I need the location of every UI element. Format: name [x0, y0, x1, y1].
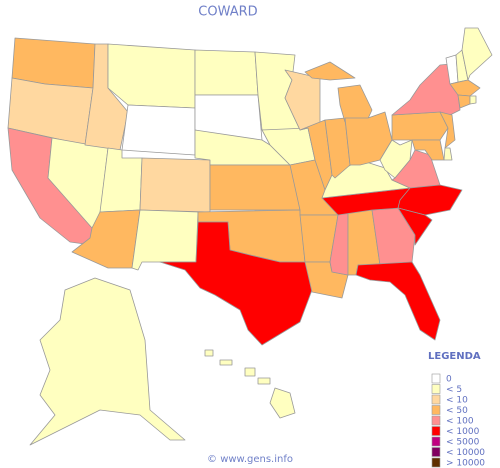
- state: [139, 157, 211, 213]
- legend-swatch: [431, 457, 441, 468]
- legend: 0< 5< 10< 50< 100< 1000< 5000< 10000> 10…: [431, 373, 485, 468]
- state: [391, 111, 449, 141]
- legend-swatch: [431, 415, 441, 426]
- map-title: COWARD: [198, 5, 257, 20]
- legend-label: < 1000: [446, 427, 480, 437]
- legend-swatch: [431, 436, 441, 447]
- state: [411, 139, 445, 161]
- legend-swatch: [431, 426, 441, 436]
- legend-label: 0: [446, 375, 452, 385]
- state: [449, 79, 481, 97]
- state: [379, 139, 413, 179]
- state: [461, 27, 493, 81]
- footer: © www.gens.info: [207, 454, 293, 465]
- state: [204, 349, 296, 419]
- state: [397, 184, 463, 216]
- legend-title: LEGENDA: [428, 351, 481, 362]
- legend-label: > 10000: [446, 459, 485, 468]
- state: [131, 209, 199, 271]
- legend-label: < 50: [446, 406, 468, 416]
- legend-label: < 5: [446, 385, 462, 395]
- state: [439, 111, 456, 149]
- legend-swatch: [431, 447, 441, 457]
- legend-label: < 10000: [446, 448, 485, 458]
- state: [457, 94, 471, 109]
- legend-swatch: [431, 384, 441, 394]
- state: [194, 49, 259, 96]
- state: [443, 147, 453, 161]
- state: [469, 95, 477, 105]
- state: [355, 261, 441, 341]
- state: [159, 221, 313, 346]
- state: [29, 277, 186, 446]
- legend-label: < 10: [446, 396, 468, 406]
- legend-swatch: [431, 405, 441, 415]
- legend-label: < 5000: [446, 438, 480, 448]
- states: [7, 27, 493, 446]
- state: [121, 104, 196, 156]
- legend-swatch: [431, 373, 441, 384]
- legend-label: < 100: [446, 417, 474, 427]
- state: [324, 117, 351, 179]
- legend-swatch: [431, 394, 441, 405]
- state: [209, 164, 301, 211]
- state: [107, 43, 196, 109]
- state: [397, 207, 433, 246]
